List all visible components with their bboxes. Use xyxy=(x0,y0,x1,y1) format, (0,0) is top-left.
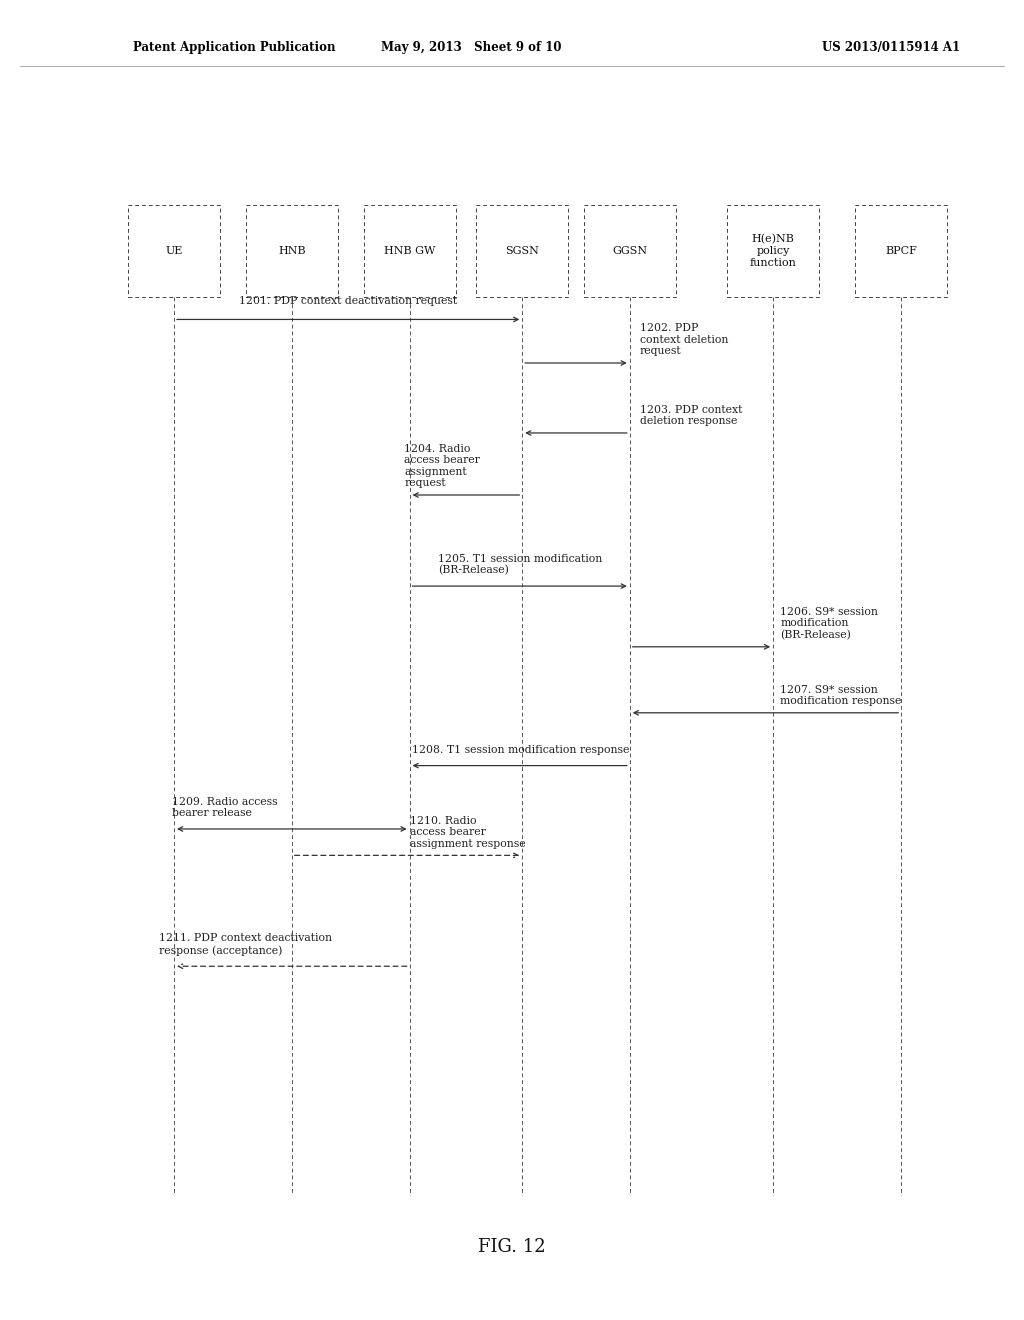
Text: 1202. PDP
context deletion
request: 1202. PDP context deletion request xyxy=(640,323,728,356)
Bar xyxy=(584,205,676,297)
Text: May 9, 2013   Sheet 9 of 10: May 9, 2013 Sheet 9 of 10 xyxy=(381,41,561,54)
Bar xyxy=(476,205,568,297)
Text: 1203. PDP context
deletion response: 1203. PDP context deletion response xyxy=(640,405,742,426)
Text: HNB: HNB xyxy=(279,246,305,256)
Text: 1201. PDP context deactivation request: 1201. PDP context deactivation request xyxy=(239,296,458,306)
Text: H(e)NB
policy
function: H(e)NB policy function xyxy=(750,234,797,268)
Text: SGSN: SGSN xyxy=(505,246,540,256)
Text: 1211. PDP context deactivation
response (acceptance): 1211. PDP context deactivation response … xyxy=(160,933,332,956)
Text: 1210. Radio
access bearer
assignment response: 1210. Radio access bearer assignment res… xyxy=(410,816,525,849)
Text: Patent Application Publication: Patent Application Publication xyxy=(133,41,336,54)
Bar xyxy=(364,205,456,297)
Bar xyxy=(855,205,947,297)
Text: 1204. Radio
access bearer
assignment
request: 1204. Radio access bearer assignment req… xyxy=(404,444,480,488)
Text: HNB GW: HNB GW xyxy=(384,246,435,256)
Text: UE: UE xyxy=(166,246,182,256)
Text: 1209. Radio access
bearer release: 1209. Radio access bearer release xyxy=(172,797,279,818)
Text: 1206. S9* session
modification
(BR-Release): 1206. S9* session modification (BR-Relea… xyxy=(780,607,879,640)
Text: 1208. T1 session modification response: 1208. T1 session modification response xyxy=(412,744,629,755)
Bar xyxy=(727,205,819,297)
Bar xyxy=(128,205,220,297)
Text: GGSN: GGSN xyxy=(612,246,647,256)
Text: FIG. 12: FIG. 12 xyxy=(478,1238,546,1257)
Text: 1205. T1 session modification
(BR-Release): 1205. T1 session modification (BR-Releas… xyxy=(438,553,602,576)
Bar xyxy=(246,205,338,297)
Text: 1207. S9* session
modification response: 1207. S9* session modification response xyxy=(780,685,902,706)
Text: BPCF: BPCF xyxy=(885,246,918,256)
Text: US 2013/0115914 A1: US 2013/0115914 A1 xyxy=(822,41,959,54)
